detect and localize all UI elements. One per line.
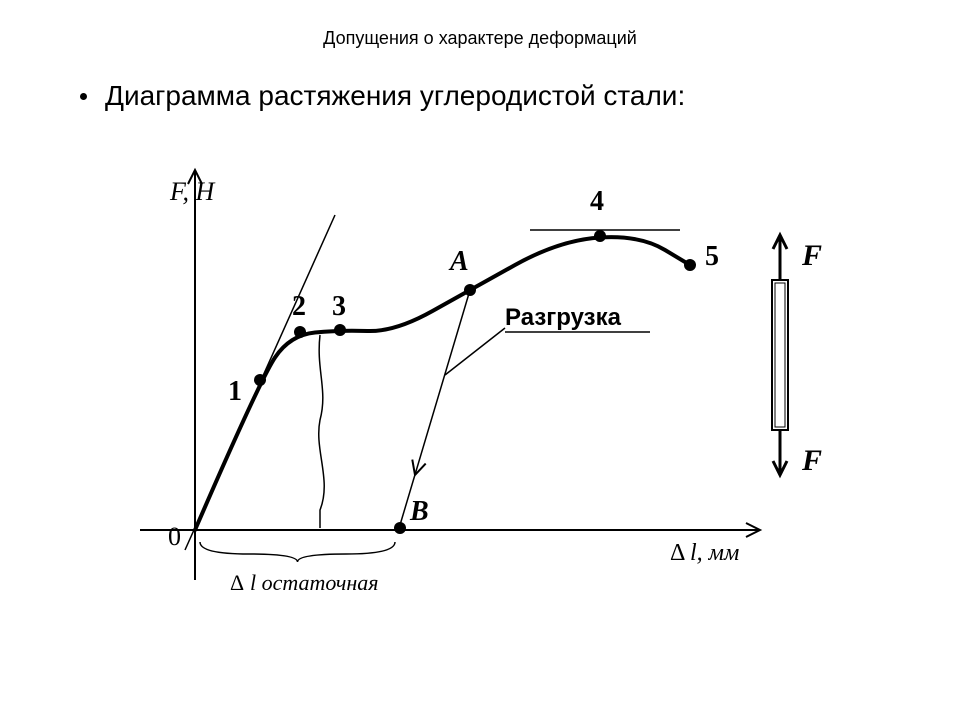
svg-text:A: A bbox=[448, 246, 469, 277]
svg-text:F: F bbox=[801, 239, 822, 272]
svg-text:l остаточная: l остаточная bbox=[250, 570, 379, 595]
bullet-dot-icon bbox=[80, 93, 87, 100]
svg-text:5: 5 bbox=[705, 241, 719, 272]
svg-text:Δ: Δ bbox=[230, 570, 244, 595]
svg-text:Δ: Δ bbox=[670, 540, 685, 566]
svg-text:l, мм: l, мм bbox=[690, 540, 739, 566]
page-title: Допущения о характере деформаций bbox=[0, 28, 960, 49]
svg-text:F, Н: F, Н bbox=[169, 177, 216, 206]
svg-text:2: 2 bbox=[292, 291, 306, 322]
svg-text:4: 4 bbox=[590, 186, 604, 217]
bullet-row: Диаграмма растяжения углеродистой стали: bbox=[80, 80, 685, 112]
svg-text:Разгрузка: Разгрузка bbox=[505, 304, 622, 331]
svg-text:3: 3 bbox=[332, 291, 346, 322]
bullet-text: Диаграмма растяжения углеродистой стали: bbox=[105, 80, 685, 112]
svg-text:0: 0 bbox=[168, 522, 181, 551]
diagram-svg: F, Н Δl, мм 0 Разгрузка B 1 23 A 4 5 Δl остаточная… bbox=[110, 150, 850, 620]
svg-text:F: F bbox=[801, 444, 822, 477]
svg-text:B: B bbox=[409, 496, 429, 527]
svg-text:1: 1 bbox=[228, 376, 242, 407]
stress-strain-diagram: F, Н Δl, мм 0 Разгрузка B 1 23 A 4 5 Δl остаточная… bbox=[110, 150, 850, 620]
